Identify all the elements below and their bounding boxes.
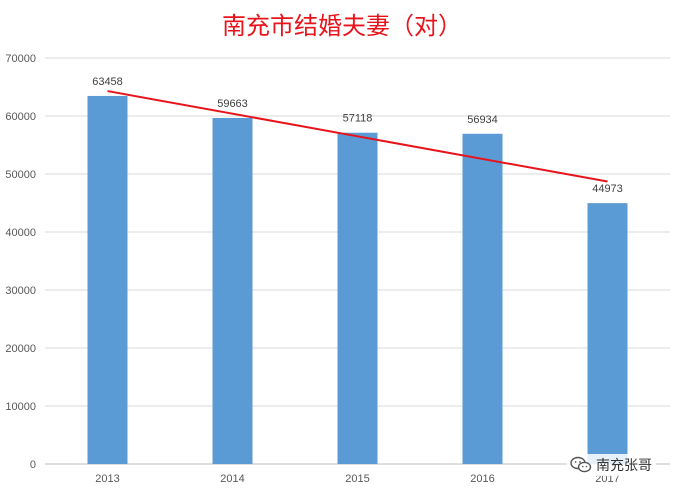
y-tick-label: 40000 — [5, 227, 36, 239]
y-tick-label: 0 — [30, 459, 36, 471]
y-tick-label: 10000 — [5, 401, 36, 413]
bars — [87, 95, 628, 465]
bar — [337, 132, 378, 464]
trendline — [107, 90, 608, 183]
x-tick-label: 2013 — [95, 473, 119, 485]
trendline-layer — [107, 90, 608, 183]
y-tick-label: 70000 — [5, 53, 36, 65]
watermark-text: 南充张哥 — [596, 458, 652, 474]
y-tick-label: 50000 — [5, 169, 36, 181]
x-axis-ticks: 2013 2014 2015 2016 2017 — [95, 473, 619, 485]
y-tick-label: 30000 — [5, 285, 36, 297]
y-tick-label: 20000 — [5, 343, 36, 355]
data-label: 59663 — [217, 98, 248, 110]
data-labels: 63458 59663 57118 56934 44973 — [92, 76, 623, 195]
y-tick-label: 60000 — [5, 111, 36, 123]
bar — [587, 203, 628, 464]
wechat-icon — [570, 456, 592, 473]
x-tick-label: 2015 — [345, 473, 369, 485]
data-label: 63458 — [92, 76, 123, 88]
data-label: 44973 — [592, 183, 623, 195]
x-tick-label: 2014 — [220, 473, 244, 485]
chart-title: 南充市结婚夫妻（对） — [222, 12, 462, 40]
bar — [212, 117, 253, 465]
data-label: 57118 — [343, 113, 373, 125]
data-label: 56934 — [467, 114, 498, 126]
y-axis-ticks: 0 10000 20000 30000 40000 50000 60000 70000 — [5, 53, 36, 471]
bar — [87, 95, 128, 464]
x-tick-label: 2017 — [595, 473, 619, 485]
x-tick-label: 2016 — [470, 473, 494, 485]
bar — [462, 133, 503, 464]
watermark: 南充张哥 — [566, 454, 656, 476]
